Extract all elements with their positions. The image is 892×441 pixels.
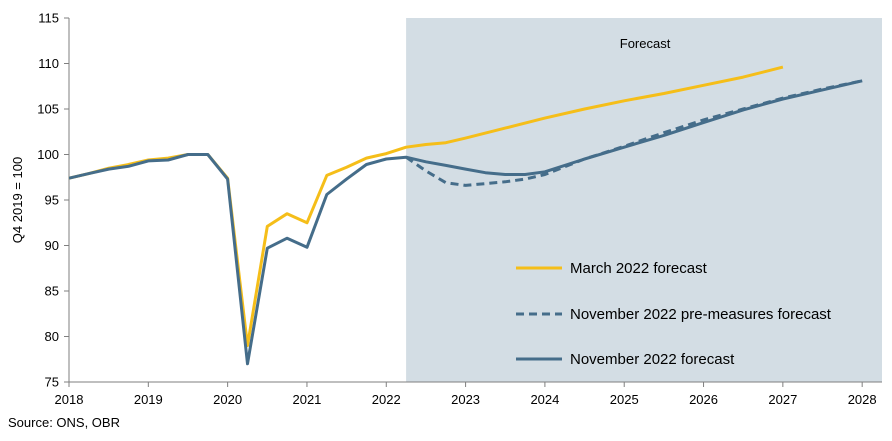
x-tick-label: 2022 [372,392,401,407]
y-tick-label: 90 [45,238,59,253]
x-tick-label: 2024 [530,392,559,407]
legend-label-1: March 2022 forecast [570,260,708,277]
y-tick-label: 105 [37,102,59,117]
x-tick-label: 2023 [451,392,480,407]
y-tick-label: 80 [45,329,59,344]
x-tick-label: 2025 [610,392,639,407]
x-tick-label: 2028 [848,392,877,407]
y-tick-label: 100 [37,147,59,162]
x-tick-label: 2020 [213,392,242,407]
x-tick-label: 2021 [292,392,321,407]
y-tick-label: 85 [45,284,59,299]
axes: 75 80 85 90 95 100 105 110 115 2018 2019 2020 2021 20… [37,11,882,407]
legend-label-2: November 2022 pre-measures forecast [570,306,832,323]
series-layer [68,65,863,366]
forecast-region [406,18,882,382]
x-tick-label: 2018 [55,392,84,407]
source-note: Source: ONS, OBR [8,415,120,430]
x-tick-label: 2019 [134,392,163,407]
series-line-3 [68,79,863,366]
y-axis-label: Q4 2019 = 100 [10,157,25,243]
y-tick-label: 75 [45,375,59,390]
y-tick-label: 110 [38,56,59,71]
series-line-1 [68,65,784,348]
y-tick-label: 115 [38,11,59,26]
y-tick-label: 95 [45,193,59,208]
series-line-2 [405,79,863,187]
x-tick-label: 2026 [689,392,718,407]
legend-label-3: November 2022 forecast [570,351,735,368]
legend: March 2022 forecast November 2022 pre-mea… [516,260,832,368]
x-tick-label: 2027 [768,392,797,407]
forecast-label: Forecast [620,36,671,51]
